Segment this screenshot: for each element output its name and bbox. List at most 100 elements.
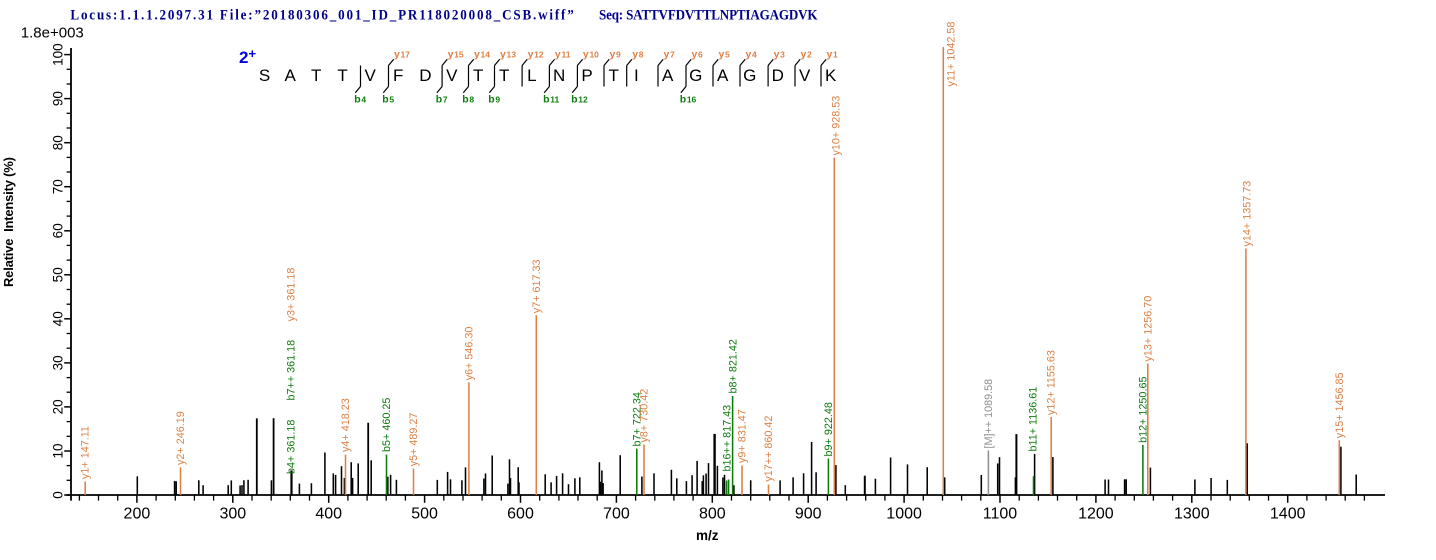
svg-text:y 1: y 1	[827, 49, 839, 61]
svg-text:T: T	[499, 66, 509, 85]
svg-text:y15+ 1456.85: y15+ 1456.85	[1334, 372, 1346, 438]
svg-text:300: 300	[219, 505, 246, 522]
svg-text:y 11: y 11	[555, 49, 571, 61]
svg-text:0: 0	[51, 491, 66, 499]
svg-text:b 12: b 12	[571, 94, 588, 106]
svg-text:y 8: y 8	[632, 49, 644, 61]
svg-text:P: P	[581, 66, 592, 85]
svg-text:T: T	[609, 66, 619, 85]
svg-text:A: A	[717, 66, 729, 85]
svg-text:y 2: y 2	[801, 49, 813, 61]
svg-text:y 14: y 14	[474, 49, 490, 61]
svg-text:A: A	[285, 66, 297, 85]
svg-text:30: 30	[51, 355, 66, 370]
svg-text:V: V	[799, 66, 811, 85]
svg-text:b8+ 821.42: b8+ 821.42	[727, 339, 739, 393]
svg-text:20: 20	[51, 399, 66, 414]
svg-text:[M]++ 1089.58: [M]++ 1089.58	[983, 379, 995, 449]
svg-text:40: 40	[51, 311, 66, 326]
svg-text:1.8e+003: 1.8e+003	[21, 25, 84, 42]
svg-text:y 13: y 13	[500, 49, 516, 61]
svg-text:y 12: y 12	[528, 49, 544, 61]
svg-text:y1+ 147.11: y1+ 147.11	[80, 426, 92, 479]
svg-text:V: V	[446, 66, 458, 85]
svg-text:60: 60	[51, 223, 66, 238]
svg-text:L: L	[527, 66, 536, 85]
svg-text:S: S	[259, 66, 270, 85]
svg-text:K: K	[825, 66, 837, 85]
svg-text:m/z: m/z	[696, 528, 719, 543]
svg-text:1100: 1100	[983, 505, 1018, 522]
svg-text:1000: 1000	[886, 505, 922, 522]
svg-text:y14+ 1357.73: y14+ 1357.73	[1242, 181, 1254, 247]
svg-text:y10+ 928.53: y10+ 928.53	[830, 96, 842, 156]
svg-text:Seq: SATTVFDVTTLNPTIAGAGDVK: Seq: SATTVFDVTTLNPTIAGAGDVK	[599, 7, 818, 24]
svg-text:y 17: y 17	[394, 49, 410, 61]
svg-text:100: 100	[51, 43, 66, 66]
svg-text:y9+ 831.47: y9+ 831.47	[737, 409, 749, 463]
svg-text:b 7: b 7	[436, 94, 448, 106]
svg-text:y2+ 246.19: y2+ 246.19	[175, 411, 187, 465]
svg-text:D: D	[772, 66, 784, 85]
svg-text:50: 50	[51, 267, 66, 282]
svg-text:400: 400	[315, 505, 342, 522]
svg-text:Relative Intensity (%): Relative Intensity (%)	[1, 157, 16, 287]
svg-text:y6+ 546.30: y6+ 546.30	[463, 327, 475, 381]
svg-text:F: F	[393, 66, 403, 85]
svg-text:y 9: y 9	[610, 49, 622, 61]
svg-text:N: N	[553, 66, 565, 85]
svg-text:b11+ 1136.61: b11+ 1136.61	[1028, 387, 1040, 452]
svg-text:y8+ 730.42: y8+ 730.42	[639, 389, 651, 443]
svg-text:1400: 1400	[1270, 505, 1306, 522]
svg-text:900: 900	[795, 505, 822, 522]
svg-text:y 5: y 5	[719, 49, 731, 61]
svg-text:V: V	[365, 66, 377, 85]
svg-text:b7++ 361.18: b7++ 361.18	[286, 340, 298, 401]
svg-text:y17++ 860.42: y17++ 860.42	[763, 416, 775, 482]
svg-text:b9+ 922.48: b9+ 922.48	[823, 402, 835, 456]
svg-text:b 11: b 11	[543, 94, 559, 106]
svg-text:A: A	[662, 66, 674, 85]
svg-text:1300: 1300	[1174, 505, 1210, 522]
svg-text:T: T	[473, 66, 483, 85]
svg-text:y4+ 418.23: y4+ 418.23	[340, 398, 352, 452]
svg-text:b5+ 460.25: b5+ 460.25	[381, 398, 393, 452]
svg-text:b16++ 817.43: b16++ 817.43	[722, 405, 734, 472]
svg-text:y3+ 361.18: y3+ 361.18	[286, 268, 298, 322]
svg-text:200: 200	[124, 505, 151, 522]
svg-text:y 10: y 10	[583, 49, 599, 61]
svg-text:y 3: y 3	[774, 49, 786, 61]
svg-text:500: 500	[411, 505, 438, 522]
svg-text:y 4: y 4	[746, 49, 758, 61]
svg-text:D: D	[419, 66, 431, 85]
svg-text:y11+ 1042.58: y11+ 1042.58	[945, 22, 957, 87]
svg-text:y5+ 489.27: y5+ 489.27	[408, 413, 420, 467]
svg-text:700: 700	[603, 505, 630, 522]
svg-text:y7+ 617.33: y7+ 617.33	[531, 259, 543, 313]
svg-text:1200: 1200	[1078, 505, 1114, 522]
svg-text:10: 10	[51, 443, 66, 458]
svg-text:70: 70	[51, 179, 66, 194]
svg-text:b 8: b 8	[462, 94, 474, 106]
svg-text:y 7: y 7	[664, 49, 676, 61]
svg-text:y13+ 1256.70: y13+ 1256.70	[1142, 296, 1154, 362]
svg-text:y12+ 1155.63: y12+ 1155.63	[1046, 350, 1058, 415]
svg-text:2+: 2+	[239, 46, 256, 67]
svg-text:b 5: b 5	[382, 94, 394, 106]
svg-text:G: G	[743, 66, 756, 85]
svg-text:I: I	[634, 66, 639, 85]
svg-text:G: G	[689, 66, 702, 85]
svg-text:y 15: y 15	[448, 49, 464, 61]
svg-text:Locus:1.1.1.2097.31 File:”2018: Locus:1.1.1.2097.31 File:”20180306_001_I…	[70, 7, 573, 24]
svg-text:T: T	[311, 66, 321, 85]
svg-text:b7+ 722.34: b7+ 722.34	[631, 392, 643, 446]
svg-text:90: 90	[51, 91, 66, 106]
svg-text:b 16: b 16	[680, 94, 697, 106]
svg-text:T: T	[337, 66, 347, 85]
svg-text:b4+ 361.18: b4+ 361.18	[286, 420, 298, 474]
svg-text:b 9: b 9	[488, 94, 500, 106]
svg-text:800: 800	[699, 505, 726, 522]
svg-text:b12+ 1250.65: b12+ 1250.65	[1137, 377, 1149, 443]
svg-text:80: 80	[51, 135, 66, 150]
svg-text:b 4: b 4	[354, 94, 366, 106]
